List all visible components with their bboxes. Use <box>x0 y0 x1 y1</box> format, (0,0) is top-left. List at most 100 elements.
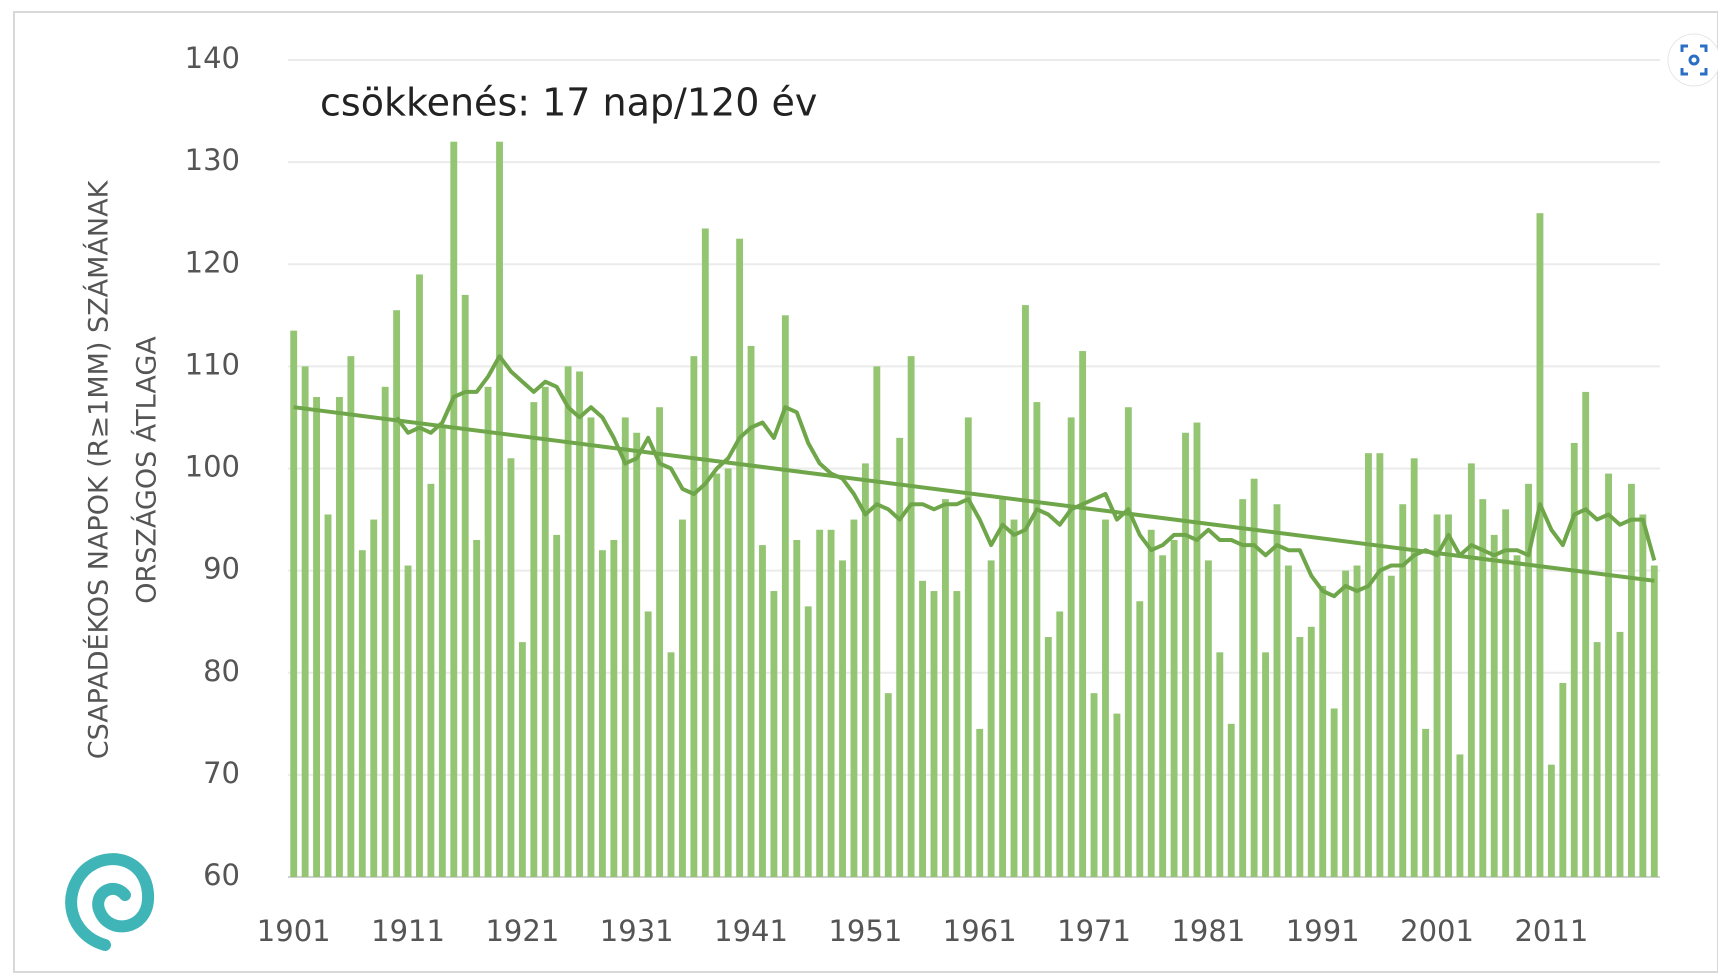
bar <box>587 417 595 877</box>
bar <box>1204 560 1212 877</box>
bar <box>1033 402 1041 877</box>
bar <box>1056 611 1064 877</box>
bar <box>1022 305 1029 878</box>
bar <box>701 228 709 878</box>
bar <box>564 366 572 877</box>
bar <box>347 356 355 878</box>
bar <box>781 315 789 877</box>
bar <box>530 402 538 877</box>
bar <box>713 473 721 877</box>
bar <box>1273 504 1281 877</box>
bar <box>381 386 389 877</box>
bar <box>1284 565 1292 877</box>
bar <box>736 238 744 877</box>
bar <box>839 560 846 877</box>
bar <box>1113 713 1121 877</box>
bar <box>1433 514 1441 877</box>
bar <box>1502 509 1510 877</box>
y-tick-label: 100 <box>185 450 240 484</box>
y-tick-label: 80 <box>203 654 240 688</box>
bar <box>999 499 1007 877</box>
bar <box>747 345 755 877</box>
x-tick-label: 1921 <box>485 914 559 948</box>
y-tick-label: 140 <box>185 41 240 75</box>
bar <box>1102 519 1109 877</box>
bar <box>541 386 549 877</box>
bar <box>598 550 606 877</box>
bar <box>1136 601 1144 877</box>
bar <box>1147 529 1155 877</box>
bar <box>690 356 698 878</box>
screenshot-icon[interactable] <box>1667 33 1718 87</box>
bar <box>1547 764 1555 877</box>
bar <box>804 606 812 877</box>
bar <box>1216 652 1224 877</box>
bar <box>621 417 629 877</box>
bar <box>404 565 412 877</box>
bar <box>301 366 309 877</box>
bar <box>1479 499 1487 877</box>
bar <box>1307 626 1315 877</box>
y-tick-label: 120 <box>185 245 240 279</box>
bar <box>313 397 321 877</box>
bar <box>1262 652 1269 877</box>
bar <box>358 550 366 877</box>
x-tick-label: 1951 <box>828 914 902 948</box>
bar <box>873 366 881 877</box>
bar <box>1525 483 1532 877</box>
bar <box>793 539 801 877</box>
bar <box>1490 534 1498 877</box>
bar <box>941 499 949 877</box>
bar <box>1376 453 1384 877</box>
bar <box>1182 432 1189 877</box>
bar <box>667 652 675 877</box>
bar <box>1650 565 1658 877</box>
bar <box>1067 417 1075 877</box>
y-axis-label: ORSZÁGOS ÁTLAGA <box>131 336 163 604</box>
bar <box>1387 575 1395 877</box>
bar <box>987 560 995 877</box>
bar <box>1616 631 1624 877</box>
y-tick-label: 60 <box>203 858 240 892</box>
bar <box>370 519 378 877</box>
y-axis-label: CSAPADÉKOS NAPOK (R≥1MM) SZÁMÁNAK <box>83 179 115 759</box>
bar <box>1079 351 1087 877</box>
bar <box>919 580 926 877</box>
bar <box>1456 754 1464 877</box>
x-tick-label: 1901 <box>257 914 331 948</box>
bar <box>976 728 984 877</box>
bar <box>724 468 732 877</box>
logo <box>65 853 154 951</box>
bar <box>1342 570 1350 877</box>
y-tick-label: 130 <box>185 143 240 177</box>
x-tick-label: 1941 <box>714 914 788 948</box>
bar <box>1124 407 1132 877</box>
bar <box>1193 422 1201 877</box>
bar <box>1319 585 1327 877</box>
bar <box>1296 637 1304 877</box>
bar <box>576 371 583 877</box>
bar <box>1044 637 1052 877</box>
bar <box>1513 555 1521 877</box>
bar <box>964 417 972 877</box>
bar <box>816 529 824 877</box>
bar <box>759 545 766 877</box>
bar <box>393 310 401 877</box>
x-tick-label: 1911 <box>371 914 445 948</box>
bar <box>438 427 446 877</box>
bar <box>496 141 503 877</box>
bar <box>473 539 481 877</box>
bar <box>507 458 515 877</box>
bar <box>1410 458 1418 877</box>
bar <box>416 274 423 877</box>
bar <box>1170 539 1178 877</box>
bar <box>930 591 938 877</box>
bar <box>1330 708 1338 877</box>
bar <box>1445 514 1452 877</box>
bar <box>1239 499 1247 877</box>
annotation: csökkenés: 17 nap/120 év <box>320 81 817 125</box>
bar <box>1250 478 1258 877</box>
bar <box>484 386 492 877</box>
